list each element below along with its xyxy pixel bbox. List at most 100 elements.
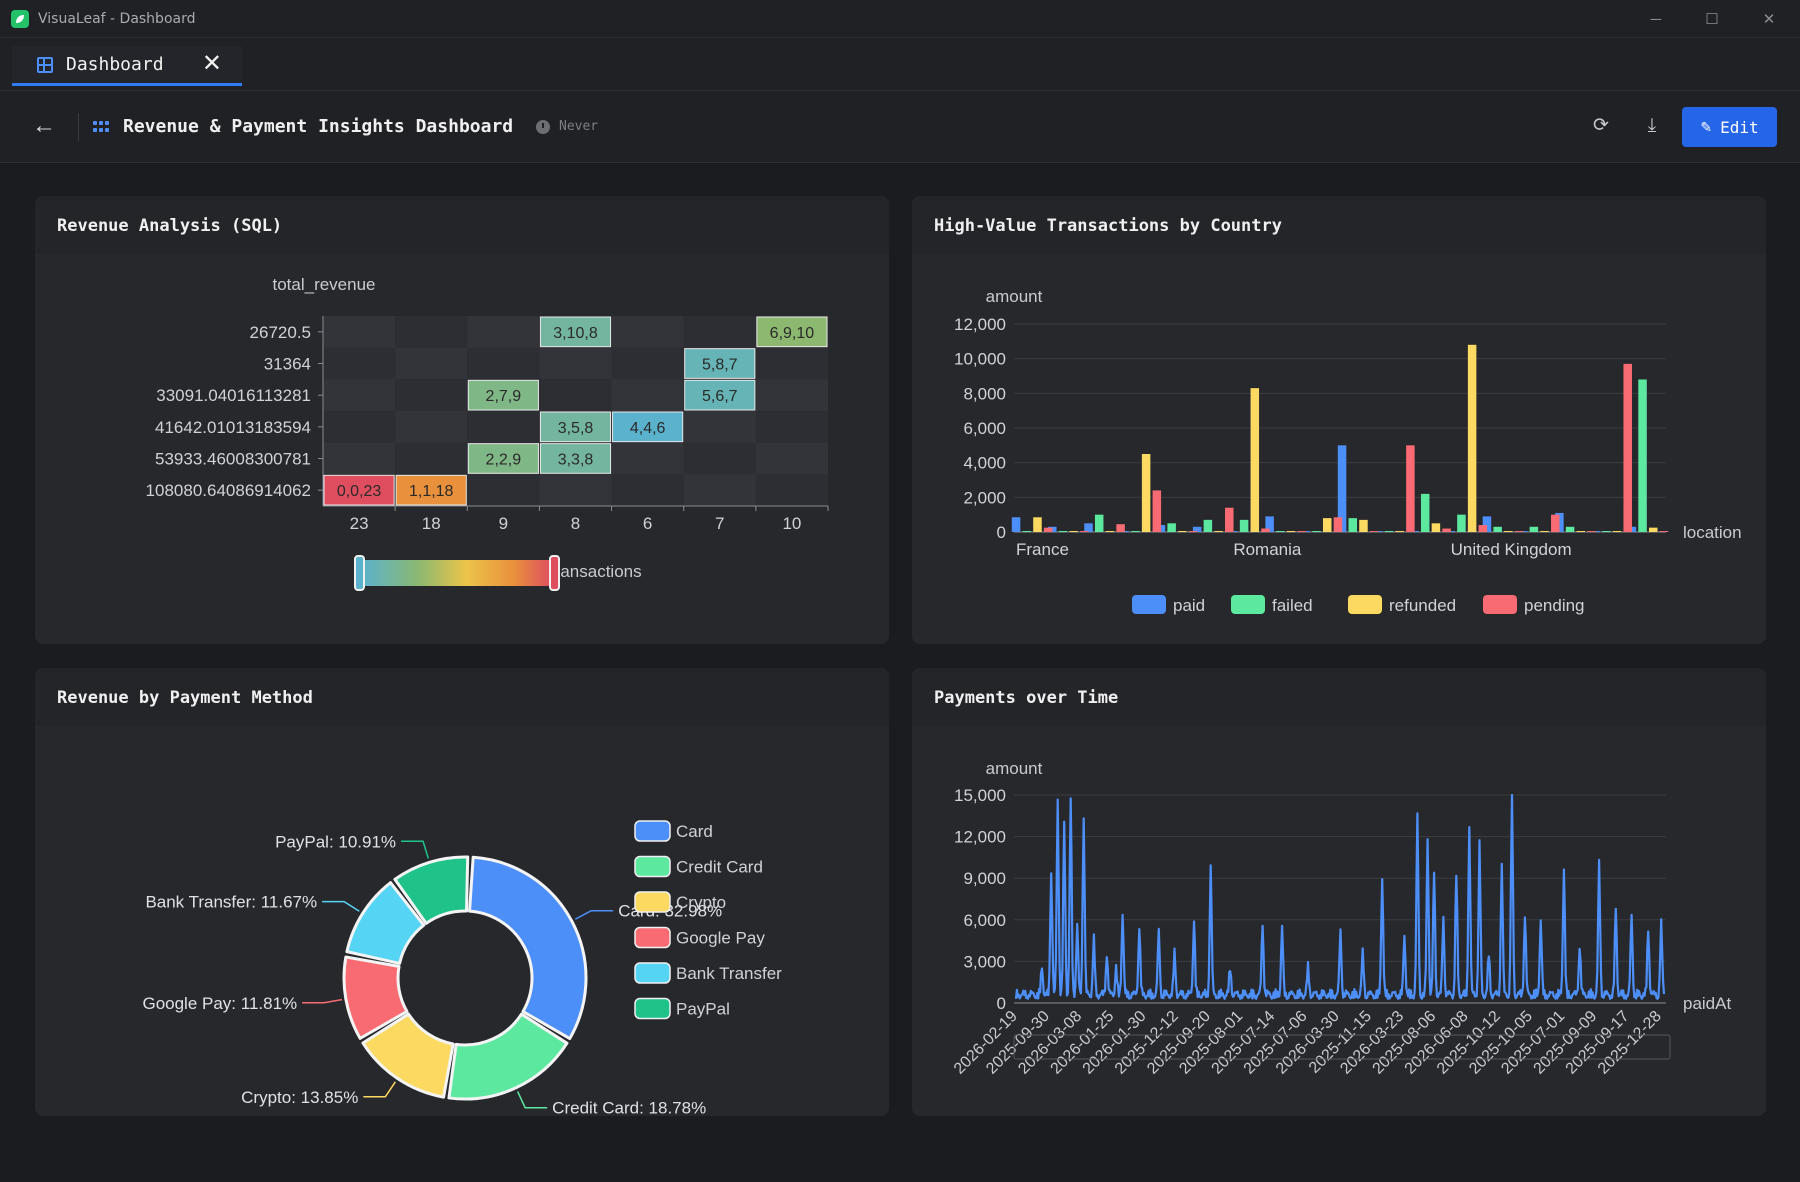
bar-failed[interactable] (1529, 526, 1539, 532)
bar-failed[interactable] (1638, 379, 1647, 532)
legend-item-pending[interactable]: pending (1483, 595, 1585, 615)
bar-failed[interactable] (1276, 531, 1285, 532)
back-arrow-icon[interactable]: ← (32, 112, 56, 139)
bar-refunded[interactable] (1540, 531, 1549, 532)
bar-failed[interactable] (1565, 526, 1575, 532)
bar-failed[interactable] (1094, 514, 1104, 532)
bar-refunded[interactable] (1178, 531, 1187, 532)
bar-chart[interactable]: amount 0 2,000 4,000 6,000 8,000 10,000 12,000 l… (912, 254, 1766, 644)
bar-pending[interactable] (1261, 528, 1270, 532)
bar-refunded[interactable] (1504, 531, 1513, 532)
heatmap-cell[interactable]: 5,8,7 (684, 348, 756, 379)
bar-refunded[interactable] (1214, 531, 1223, 532)
legend-item-failed[interactable]: failed (1231, 595, 1313, 615)
bar-refunded[interactable] (1431, 523, 1441, 532)
bar-refunded[interactable] (1322, 518, 1332, 532)
download-icon[interactable]: ⤓ (1647, 115, 1657, 136)
line-chart[interactable]: amount 0 3,000 6,000 9,000 12,000 15,000 paidAt… (912, 726, 1766, 1116)
bar-pending[interactable] (1551, 514, 1560, 532)
datazoom-slider[interactable] (1013, 1034, 1671, 1060)
bar-pending[interactable] (1659, 531, 1669, 532)
bar-failed[interactable] (1493, 526, 1502, 532)
heatmap-cell[interactable]: 3,3,8 (539, 443, 612, 474)
bar-failed[interactable] (1384, 531, 1394, 532)
bar-pending[interactable] (1080, 531, 1089, 532)
bar-failed[interactable] (1420, 493, 1430, 532)
bar-paid[interactable] (1192, 526, 1202, 532)
close-window-icon[interactable]: ✕ (1762, 11, 1776, 28)
bar-pending[interactable] (1225, 507, 1234, 532)
bar-refunded[interactable] (1467, 344, 1477, 532)
legend-item-refunded[interactable]: refunded (1348, 595, 1456, 615)
bar-refunded[interactable] (1286, 531, 1296, 532)
bar-refunded[interactable] (1141, 454, 1151, 532)
minimize-icon[interactable]: ─ (1650, 10, 1662, 28)
legend-item-paid[interactable]: paid (1132, 595, 1205, 615)
bar-paid[interactable] (1084, 523, 1093, 532)
bar-failed[interactable] (1239, 519, 1249, 532)
bar-failed[interactable] (1457, 514, 1466, 532)
heatmap-cell[interactable]: 6,9,10 (756, 316, 828, 348)
bar-failed[interactable] (1058, 531, 1068, 532)
bar-paid[interactable] (1482, 516, 1492, 532)
donut-slice[interactable] (468, 855, 588, 1041)
bar-failed[interactable] (1602, 531, 1611, 532)
heatmap-cell[interactable]: 2,2,9 (467, 443, 539, 474)
heatmap-cell[interactable]: 3,10,8 (539, 316, 612, 348)
bar-failed[interactable] (1312, 531, 1321, 532)
bar-failed[interactable] (1348, 518, 1358, 532)
bar-pending[interactable] (1369, 531, 1379, 532)
bar-pending[interactable] (1043, 527, 1053, 532)
bar-failed[interactable] (1167, 523, 1176, 532)
bar-pending[interactable] (1333, 517, 1343, 532)
legend-item[interactable]: PayPal (634, 997, 730, 1020)
bar-failed[interactable] (1131, 531, 1140, 532)
bar-pending[interactable] (1406, 445, 1415, 532)
heatmap-cell[interactable]: 1,1,18 (395, 474, 467, 506)
bar-failed[interactable] (1022, 531, 1032, 532)
bar-pending[interactable] (1188, 531, 1198, 532)
bar-refunded[interactable] (1576, 531, 1586, 532)
donut-slice[interactable] (361, 1012, 455, 1099)
bar-refunded[interactable] (1033, 517, 1042, 532)
donut-slice[interactable] (447, 1012, 569, 1101)
heatmap-cell[interactable]: 0,0,23 (323, 474, 395, 506)
bar-pending[interactable] (1514, 531, 1524, 532)
edit-button[interactable]: ✎ Edit (1682, 107, 1777, 147)
refresh-icon[interactable]: ⟳ (1593, 115, 1609, 136)
bar-pending[interactable] (1442, 528, 1451, 532)
legend-item[interactable]: Google Pay (634, 926, 765, 949)
bar-refunded[interactable] (1105, 531, 1115, 532)
donut-slice[interactable] (393, 855, 470, 925)
visual-map-handle-min[interactable] (354, 555, 365, 591)
bar-paid[interactable] (1337, 445, 1347, 532)
bar-pending[interactable] (1478, 525, 1488, 532)
series-line[interactable] (1014, 793, 1666, 1000)
bar-pending[interactable] (1623, 363, 1632, 532)
tab-dashboard[interactable]: Dashboard ✕ (12, 46, 242, 86)
visual-map-handle-max[interactable] (549, 555, 560, 591)
legend-item[interactable]: Crypto (634, 891, 726, 913)
bar-pending[interactable] (1587, 531, 1596, 532)
bar-paid[interactable] (1011, 517, 1021, 532)
maximize-icon[interactable]: ☐ (1705, 11, 1719, 28)
legend-item[interactable]: Card (634, 820, 713, 842)
heatmap-chart[interactable]: total_revenue 26720.5 31364 33091.040161132… (35, 254, 889, 644)
donut-slice[interactable] (342, 955, 409, 1040)
donut-slice[interactable] (345, 881, 426, 965)
bar-pending[interactable] (1116, 524, 1125, 532)
bar-refunded[interactable] (1648, 527, 1658, 532)
legend-item[interactable]: Credit Card (634, 855, 763, 878)
bar-paid[interactable] (1265, 516, 1274, 532)
heatmap-cell[interactable]: 2,7,9 (467, 379, 539, 411)
heatmap-cell[interactable]: 4,4,6 (612, 411, 684, 443)
legend-item[interactable]: Bank Transfer (634, 962, 782, 984)
close-tab-icon[interactable]: ✕ (201, 50, 222, 77)
bar-pending[interactable] (1152, 490, 1162, 532)
bar-refunded[interactable] (1395, 531, 1404, 532)
bar-pending[interactable] (1297, 531, 1306, 532)
heatmap-cell[interactable]: 3,5,8 (539, 411, 612, 443)
donut-chart[interactable]: Card: 32.98%Credit Card: 18.78%Crypto: 1… (35, 726, 889, 1116)
bar-refunded[interactable] (1069, 531, 1078, 532)
bar-failed[interactable] (1203, 519, 1213, 532)
